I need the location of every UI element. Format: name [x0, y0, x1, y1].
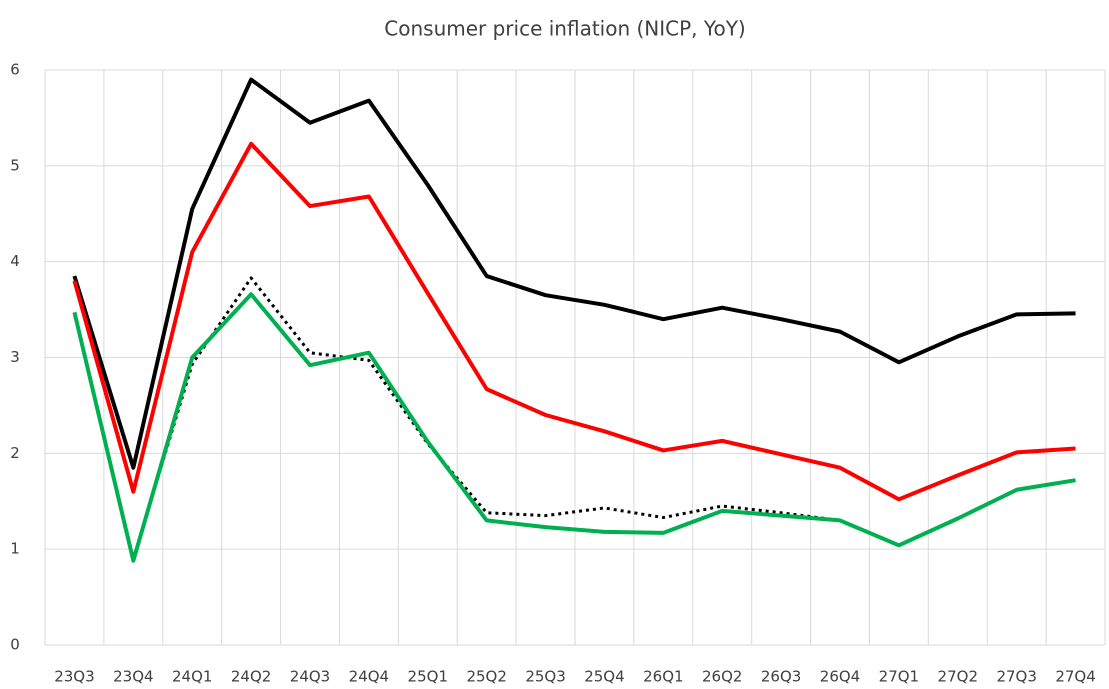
- line: [72, 77, 1076, 470]
- x-tick-label: 25Q2: [466, 668, 506, 686]
- line: [72, 292, 1076, 563]
- line: [72, 141, 1076, 502]
- x-tick-label: 25Q1: [408, 668, 448, 686]
- x-tick-label: 27Q4: [1055, 668, 1095, 686]
- x-tick-label: 25Q3: [525, 668, 565, 686]
- y-tick-label: 0: [10, 636, 20, 654]
- x-tick-label: 23Q3: [54, 668, 94, 686]
- x-tick-label: 26Q4: [820, 668, 860, 686]
- x-tick-label: 23Q4: [113, 668, 153, 686]
- y-tick-label: 3: [10, 348, 20, 366]
- x-tick-label: 24Q3: [290, 668, 330, 686]
- x-tick-label: 25Q4: [584, 668, 624, 686]
- y-tick-label: 2: [10, 444, 20, 462]
- x-tick-label: 27Q2: [938, 668, 978, 686]
- x-tick-label: 26Q3: [761, 668, 801, 686]
- x-tick-label: 26Q2: [702, 668, 742, 686]
- x-tick-label: 24Q2: [231, 668, 271, 686]
- y-tick-label: 4: [10, 252, 20, 270]
- x-tick-label: 27Q3: [996, 668, 1036, 686]
- y-tick-label: 6: [10, 61, 20, 79]
- chart-title: Consumer price inflation (NICP, YoY): [384, 17, 745, 41]
- x-tick-label: 26Q1: [643, 668, 683, 686]
- x-tick-label: 24Q1: [172, 668, 212, 686]
- x-tick-label: 24Q4: [349, 668, 389, 686]
- x-tick-label: 27Q1: [879, 668, 919, 686]
- y-tick-label: 1: [10, 540, 20, 558]
- y-tick-label: 5: [10, 156, 20, 174]
